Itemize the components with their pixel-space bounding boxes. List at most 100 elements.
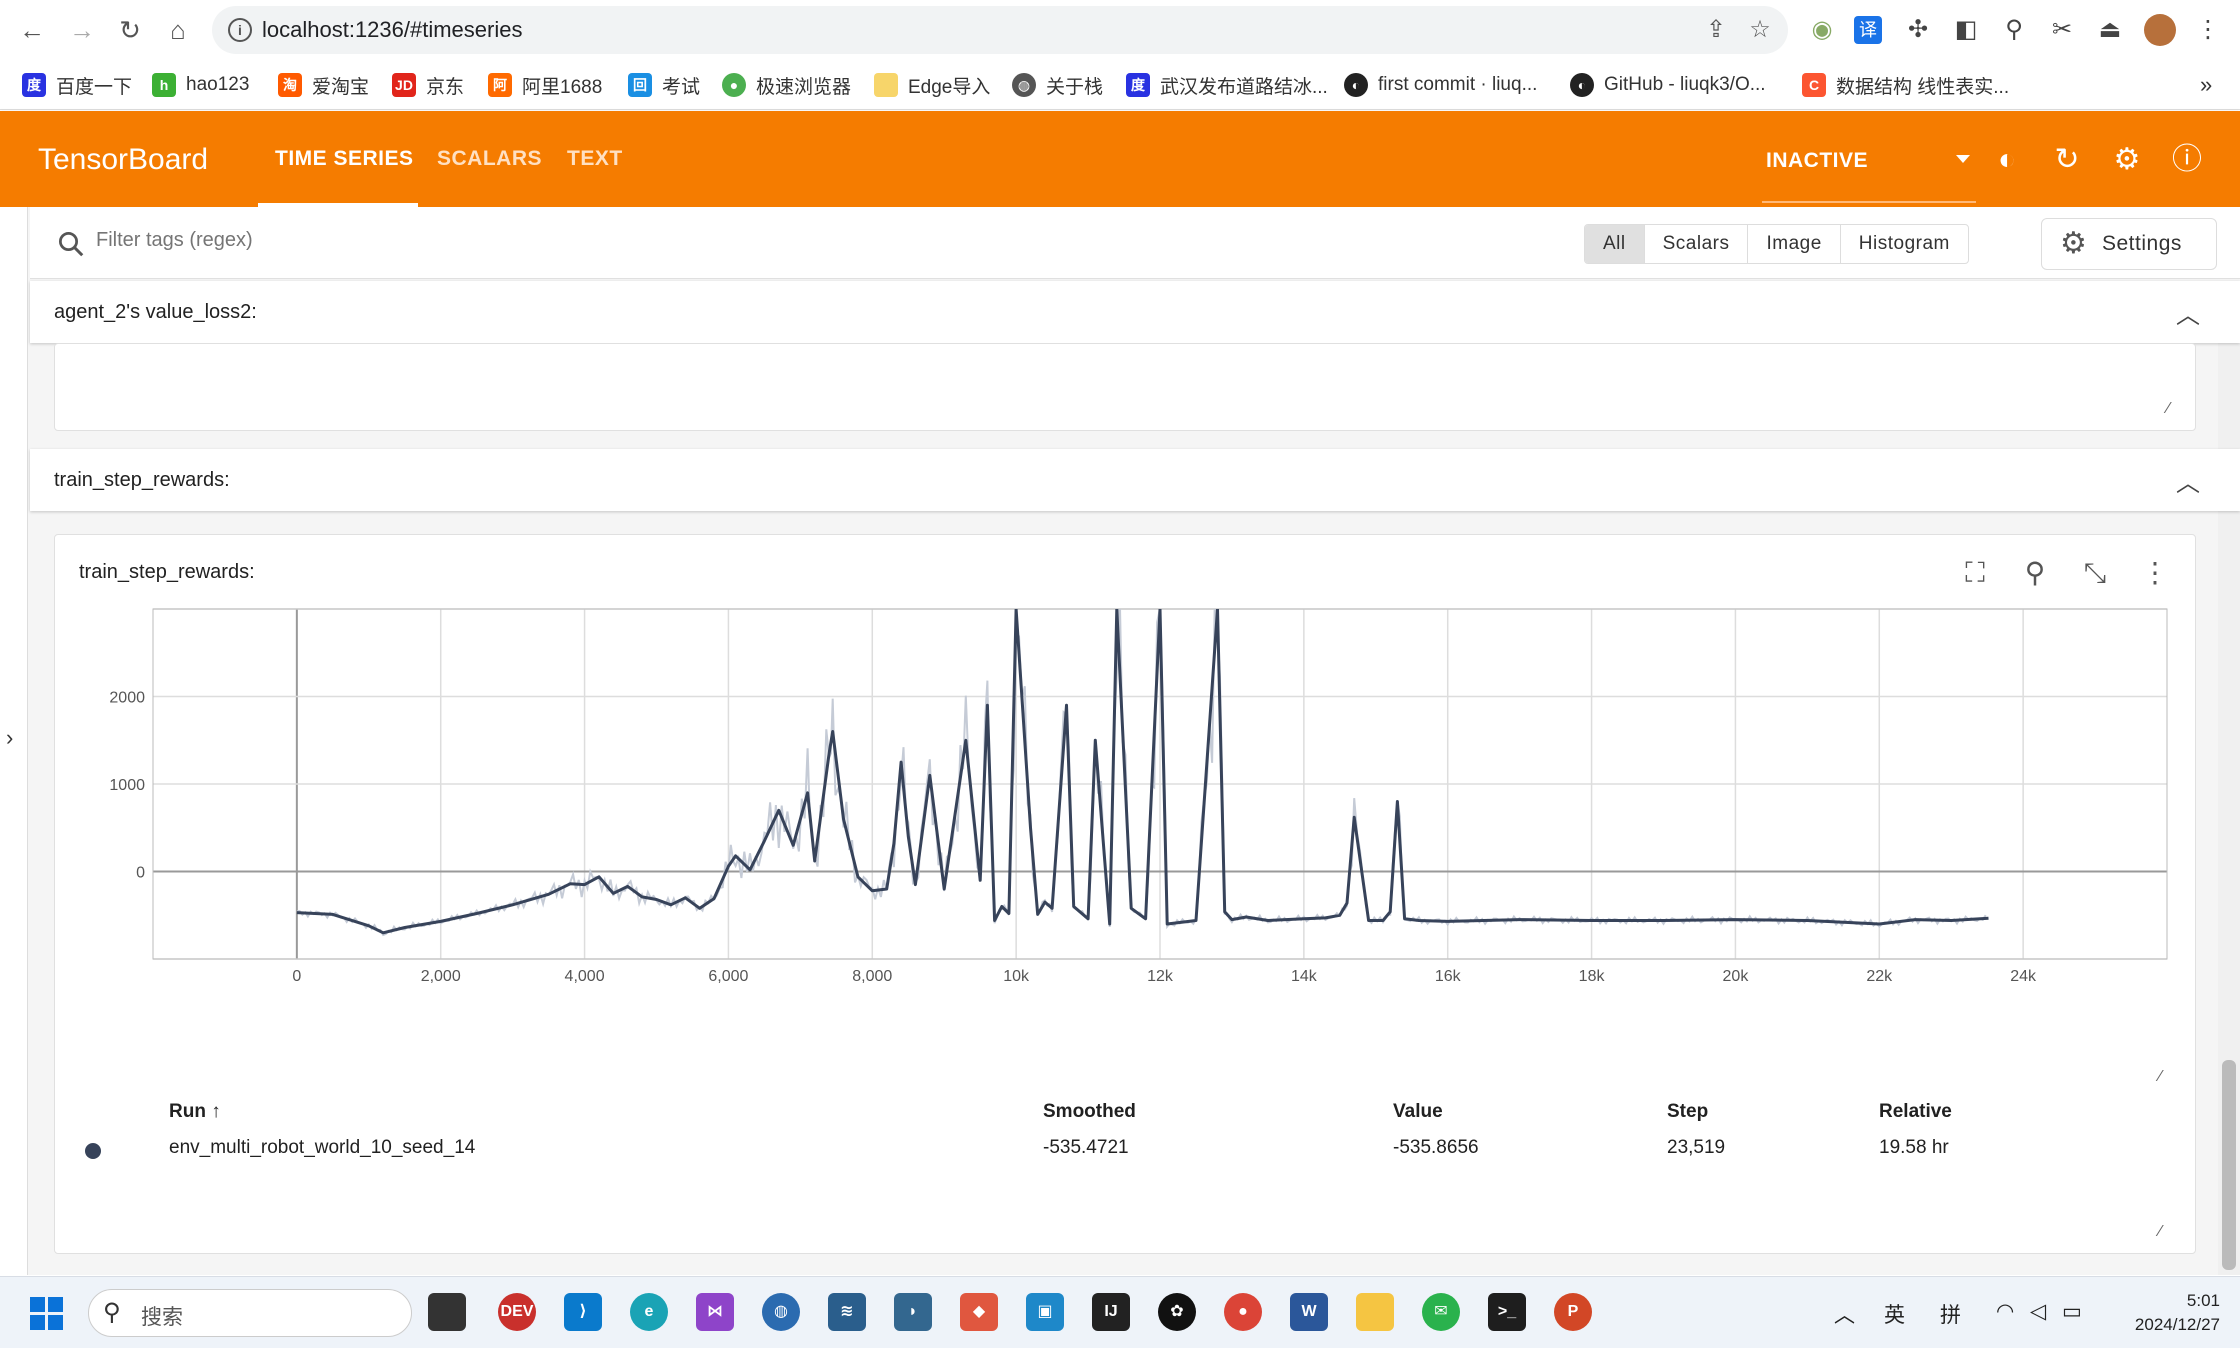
tab-time-series[interactable]: TIME SERIES — [275, 147, 414, 170]
col-run[interactable]: Run ↑ — [169, 1101, 221, 1122]
app-word-icon[interactable]: W — [1290, 1293, 1328, 1331]
scrollbar-thumb[interactable] — [2222, 1060, 2236, 1270]
app-postgres-icon[interactable]: ◗ — [894, 1293, 932, 1331]
theme-toggle-icon[interactable]: ◐ — [1997, 143, 2017, 176]
collapse-chevron-icon[interactable]: ︿ — [2176, 302, 2200, 329]
chrome-icon: ● — [722, 73, 746, 97]
line-chart[interactable]: 0 2,000 4,000 6,000 8,000 10k 12k 14k 16k 18k 20k 2… — [55, 535, 2195, 1095]
url-text[interactable]: localhost:1236/#timeseries — [262, 17, 523, 42]
puzzle-icon[interactable]: ✣ — [1907, 16, 1929, 43]
app-terminal-icon[interactable] — [428, 1293, 466, 1331]
app-qq-icon[interactable]: ✿ — [1158, 1293, 1196, 1331]
taskbar-search[interactable]: ⚲ 搜索 — [88, 1289, 412, 1337]
system-clock[interactable]: 5:01 2024/12/27 — [2090, 1289, 2220, 1337]
bookmark-edge-import[interactable]: Edge导入 — [874, 70, 990, 100]
back-arrow-icon[interactable]: ← — [19, 14, 45, 45]
settings-gear-icon[interactable]: ⚙ — [2113, 143, 2141, 176]
battery-icon[interactable]: ▭ — [2062, 1300, 2082, 1323]
app-powerpoint-icon[interactable]: P — [1554, 1293, 1592, 1331]
app-logo[interactable]: TensorBoard — [38, 143, 209, 176]
run-color-dot — [85, 1143, 101, 1159]
bookmark-hao123[interactable]: h hao123 — [152, 70, 249, 100]
bookmarks-more[interactable]: » — [2200, 72, 2213, 97]
bookmark-github[interactable]: ◐ GitHub - liuqk3/O... — [1570, 70, 1766, 100]
star-icon[interactable]: ☆ — [1749, 16, 1771, 43]
filter-image-button[interactable]: Image — [1748, 225, 1841, 263]
app-visual-studio-icon[interactable]: ⋈ — [696, 1293, 734, 1331]
chart-resize-handle-icon[interactable]: ⁄ — [2159, 1068, 2162, 1085]
extension-icon[interactable]: ◉ — [1811, 16, 1833, 43]
bookmark-exam[interactable]: 回考试 — [628, 70, 700, 100]
cleanup-icon[interactable]: ⏏ — [2098, 16, 2122, 43]
card-menu-icon[interactable]: ⋮ — [2141, 557, 2169, 588]
windows-start-icon[interactable] — [30, 1297, 64, 1331]
wifi-icon[interactable]: ◠ — [1996, 1300, 2015, 1323]
sidepanel-icon[interactable]: ◧ — [1954, 16, 1978, 43]
raw-series-line — [296, 609, 1987, 937]
app-devcpp-icon[interactable]: DEV — [498, 1293, 536, 1331]
app-wechat-icon[interactable]: ✉ — [1422, 1293, 1460, 1331]
bookmark-stack[interactable]: ◍ 关于栈 — [1012, 70, 1103, 100]
runs-sidebar-collapsed[interactable]: › — [0, 207, 28, 1275]
forward-arrow-icon[interactable]: → — [69, 14, 95, 45]
folder-icon — [874, 73, 898, 97]
address-bar[interactable]: i localhost:1236/#timeseries ⇪ ☆ — [212, 6, 1788, 54]
app-intellij-icon[interactable]: IJ — [1092, 1293, 1130, 1331]
resize-handle-icon[interactable]: ⁄ — [2167, 400, 2170, 417]
cell-step: 23,519 — [1667, 1137, 1726, 1158]
settings-button[interactable]: ⚙ Settings — [2041, 218, 2217, 270]
share-icon[interactable]: ⇪ — [1705, 16, 1727, 43]
app-file-explorer-icon[interactable] — [1356, 1293, 1394, 1331]
fullscreen-icon[interactable]: ⛶ — [1965, 557, 1985, 588]
refresh-icon[interactable]: ↻ — [2054, 143, 2080, 176]
bookmark-wuhan[interactable]: 度武汉发布道路结冰... — [1126, 70, 1328, 100]
home-icon[interactable]: ⌂ — [170, 14, 186, 45]
ime-english-indicator[interactable]: 英 — [1884, 1304, 1905, 1327]
app-git-icon[interactable]: ◆ — [960, 1293, 998, 1331]
card-resize-handle-icon[interactable]: ⁄ — [2159, 1223, 2162, 1240]
scrollbar[interactable] — [2218, 287, 2240, 1275]
bookmark-first-commit[interactable]: ◐ first commit · liuq... — [1344, 70, 1537, 100]
filter-scalars-button[interactable]: Scalars — [1645, 225, 1749, 263]
tab-scalars[interactable]: SCALARS — [437, 147, 543, 170]
jd-icon: JD — [392, 73, 416, 97]
reload-icon[interactable]: ↻ — [119, 14, 141, 45]
translate-icon[interactable]: 译 — [1854, 16, 1882, 44]
menu-kebab-icon[interactable]: ⋮ — [2196, 16, 2220, 43]
avatar[interactable] — [2144, 14, 2176, 46]
pin-icon[interactable]: ⚲ — [2024, 557, 2046, 588]
group-header-value-loss2[interactable]: agent_2's value_loss2: ︿ — [30, 281, 2240, 343]
tag-filter-input[interactable]: Filter tags (regex) — [96, 229, 253, 251]
app-chrome-icon[interactable]: ● — [1224, 1293, 1262, 1331]
tray-overflow-icon[interactable]: ︿ — [1834, 1304, 1855, 1327]
app-console-icon[interactable]: >_ — [1488, 1293, 1526, 1331]
expand-sidebar-icon[interactable]: › — [6, 725, 14, 750]
volume-icon[interactable]: ◁ — [2030, 1300, 2047, 1323]
collapse-card-icon[interactable]: ⤡ — [2083, 557, 2107, 588]
bookmark-csdn[interactable]: C 数据结构 线性表实... — [1802, 70, 2009, 100]
bookmark-taobao[interactable]: 淘爱淘宝 — [278, 70, 369, 100]
x-tick-label: 4,000 — [565, 968, 605, 985]
col-relative: Relative — [1879, 1101, 1952, 1122]
plugin-select[interactable]: INACTIVE — [1766, 149, 1869, 172]
bookmark-baidu[interactable]: 度百度一下 — [22, 70, 132, 100]
app-mysql-icon[interactable]: ≋ — [828, 1293, 866, 1331]
bookmark-browser[interactable]: ● 极速浏览器 — [722, 70, 851, 100]
tab-text[interactable]: TEXT — [567, 147, 623, 170]
filter-all-button[interactable]: All — [1585, 225, 1645, 263]
bookmark-1688[interactable]: 阿阿里1688 — [488, 70, 602, 100]
app-vscode-icon[interactable]: ⟩ — [564, 1293, 602, 1331]
group-header-train-step-rewards[interactable]: train_step_rewards: ︿ — [30, 449, 2240, 511]
app-virtualbox-icon[interactable]: ▣ — [1026, 1293, 1064, 1331]
site-info-icon[interactable]: i — [228, 18, 252, 42]
ime-pinyin-indicator[interactable]: 拼 — [1940, 1304, 1961, 1327]
app-ie-icon[interactable]: e — [630, 1293, 668, 1331]
bookmark-jd[interactable]: JD 京东 — [392, 70, 464, 100]
app-globe-icon[interactable]: ◍ — [762, 1293, 800, 1331]
dropdown-arrow-icon[interactable] — [1956, 155, 1970, 163]
help-icon[interactable]: ⓘ — [2172, 143, 2202, 176]
collapse-chevron-icon[interactable]: ︿ — [2176, 470, 2200, 497]
search-lens-icon[interactable]: ⚲ — [2005, 16, 2023, 43]
scissors-icon[interactable]: ✂ — [2051, 16, 2073, 43]
filter-histogram-button[interactable]: Histogram — [1858, 233, 1950, 254]
